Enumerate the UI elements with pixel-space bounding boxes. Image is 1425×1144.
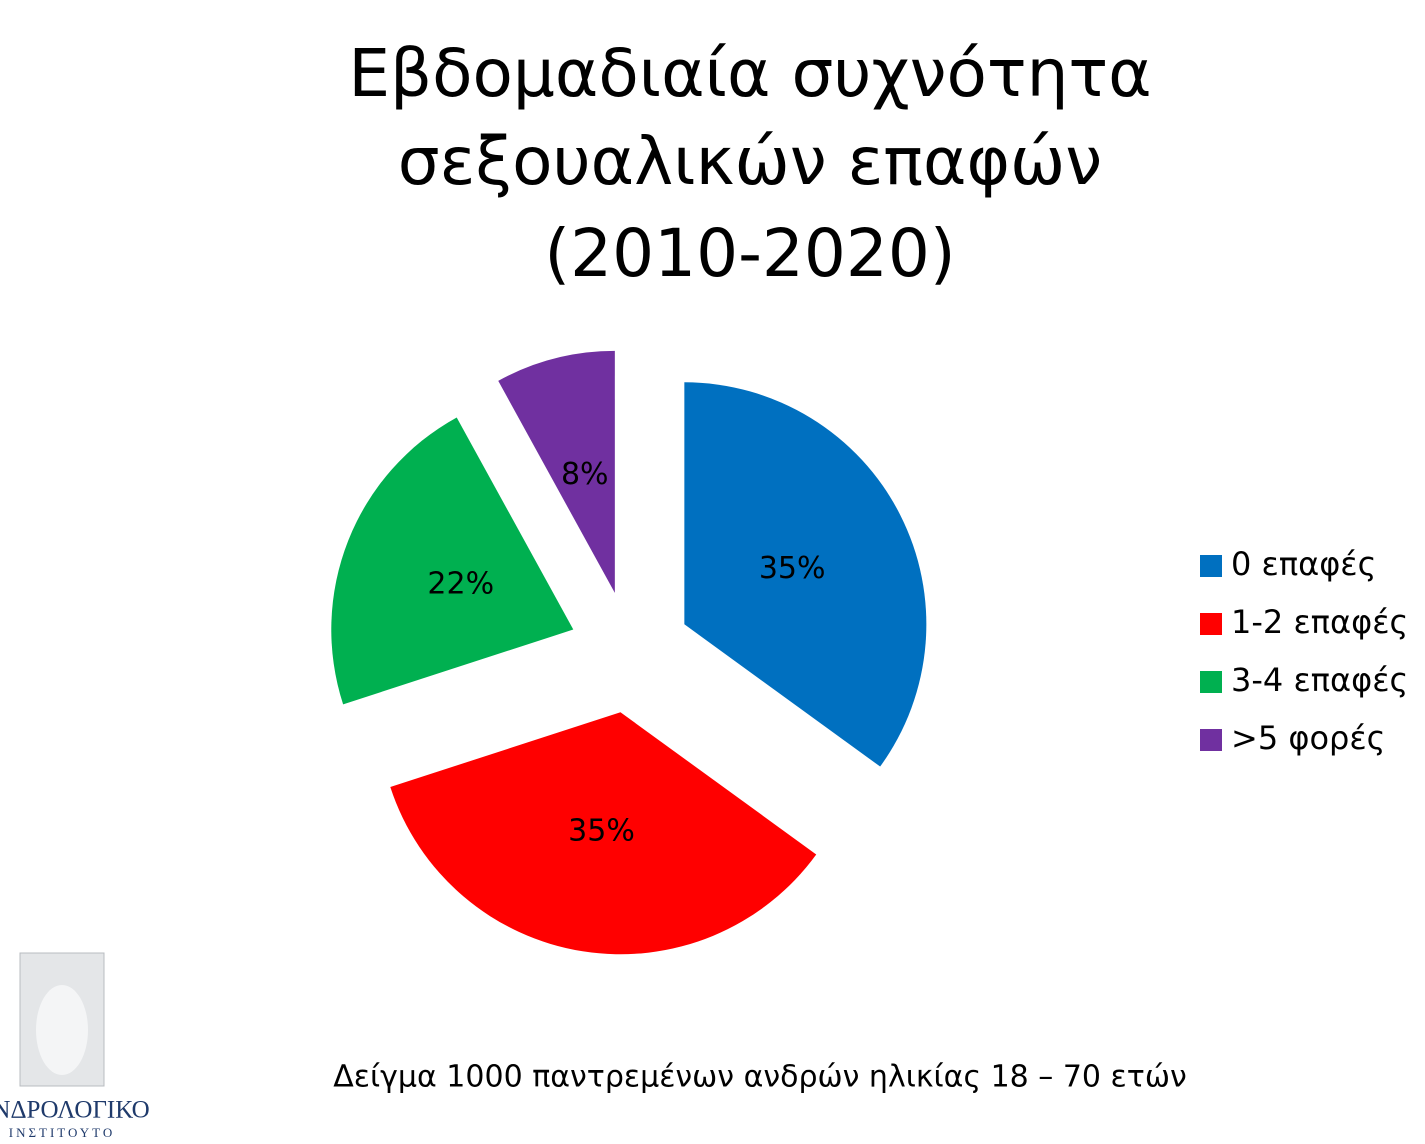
footnote: Δείγμα 1000 παντρεμένων ανδρών ηλικίας 1…: [333, 1060, 1186, 1095]
data-label: 22%: [427, 567, 494, 602]
logo-figure: [36, 985, 88, 1075]
legend-label: 1-2 επαφές: [1231, 603, 1408, 641]
data-label: 8%: [561, 457, 609, 492]
pie-slice: [498, 350, 615, 593]
pie-slice: [331, 417, 574, 705]
legend-swatch: [1200, 555, 1222, 577]
legend-label: 3-4 επαφές: [1231, 661, 1408, 699]
pie-slice: [390, 712, 817, 955]
chart-subtitle: (2010-2020): [544, 215, 956, 292]
data-label: 35%: [759, 551, 826, 586]
legend-swatch: [1200, 729, 1222, 751]
data-label: 35%: [568, 813, 635, 848]
legend-label: >5 φορές: [1231, 719, 1385, 757]
logo-text: ΑΝΔΡΟΛΟΓΙΚΟ: [0, 1097, 150, 1124]
chart-title: Εβδομαδιαία συχνότητα σεξουαλικών επαφών: [348, 35, 1152, 200]
legend-swatch: [1200, 613, 1222, 635]
pie-slice: [684, 382, 927, 767]
logo-text: ΙΝΣΤΙΤΟΥΤΟ: [9, 1125, 115, 1140]
legend-label: 0 επαφές: [1231, 545, 1376, 583]
legend-swatch: [1200, 671, 1222, 693]
